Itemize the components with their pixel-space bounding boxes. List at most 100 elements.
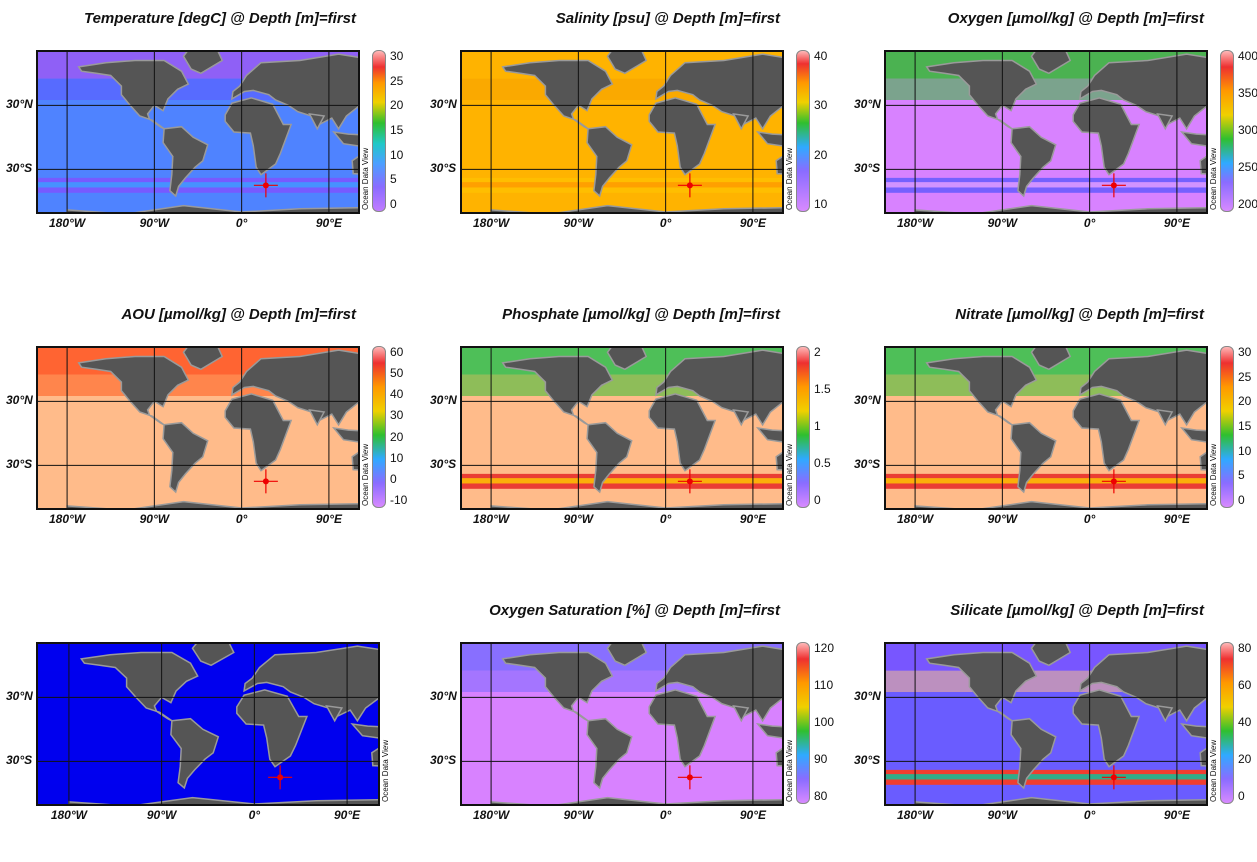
greenland-land [606, 52, 648, 75]
indonesia-land [1179, 130, 1206, 147]
indonesia-land [331, 130, 358, 147]
lon-label: 180°W [897, 808, 934, 822]
lon-label: 90°E [1163, 216, 1190, 230]
lon-label: 90°W [139, 216, 170, 230]
southern-front-band [38, 182, 358, 188]
station-marker [686, 774, 693, 781]
southern-front-band [462, 478, 782, 484]
lon-label: 0° [659, 808, 672, 822]
eurasia-land [230, 349, 358, 427]
india-land [1156, 408, 1174, 427]
colorbar [796, 346, 810, 508]
india-land [308, 112, 326, 131]
greenland-land [1030, 644, 1072, 667]
station-marker [277, 774, 284, 781]
lon-label: 180°W [473, 808, 510, 822]
lat-label: 30°S [854, 457, 881, 472]
colorbar-tick-label: 110 [814, 678, 834, 692]
lon-label: 0° [1083, 808, 1096, 822]
india-land [325, 704, 344, 723]
colorbar-tick-label: 20 [390, 98, 404, 113]
map-canvas [462, 644, 782, 804]
colorbar-tick-label: 50 [390, 366, 404, 381]
eurasia-land [1078, 645, 1206, 723]
colorbar [372, 50, 386, 212]
lat-label: 30°S [854, 161, 881, 176]
lon-label: 90°W [139, 512, 170, 526]
colorbar-tick-label: 5 [390, 172, 397, 187]
colorbar [796, 50, 810, 212]
south-america-land [586, 717, 633, 790]
lat-label: 30°N [6, 689, 33, 704]
south-america-land [162, 125, 209, 198]
greenland-land [606, 348, 648, 371]
eurasia-land [1078, 349, 1206, 427]
north-america-land [77, 355, 190, 426]
map-canvas [886, 644, 1206, 804]
lon-label: 90°W [987, 512, 1018, 526]
map-panel-unknown: 30°N 30°S 180°W 90°W 0° 90°E Ocean Data View [0, 602, 410, 862]
south-america-land [1010, 421, 1057, 494]
southern-front-band [462, 774, 782, 780]
colorbar-tick-label: 30 [814, 98, 828, 113]
eurasia-land [230, 53, 358, 131]
lon-label: 0° [659, 216, 672, 230]
colorbar-tick-label: 0 [390, 197, 397, 211]
lon-label: 90°E [739, 808, 766, 822]
indonesia-land [350, 722, 378, 739]
colorbar-tick-label: 80 [1238, 641, 1252, 655]
map-panel-oxygen-saturation: Oxygen Saturation [%] @ Depth [m]=first 3… [424, 602, 834, 862]
odv-watermark: Ocean Data View [361, 443, 370, 506]
indonesia-land [331, 426, 358, 443]
colorbar-tick-label: 250 [1238, 160, 1257, 174]
lat-label: 30°S [6, 457, 33, 472]
south-america-land [162, 421, 209, 494]
lat-label: 30°N [854, 689, 881, 704]
india-land [1156, 112, 1174, 131]
map-panel-silicate: Silicate [µmol/kg] @ Depth [m]=first 30°N… [848, 602, 1257, 862]
colorbar-tick-label: 40 [390, 387, 404, 402]
lat-label: 30°N [854, 97, 881, 112]
colorbar-tick-label: 20 [390, 429, 404, 444]
panel-title: Salinity [psu] @ Depth [m]=first [555, 10, 780, 27]
north-america-land [501, 651, 614, 722]
station-marker [262, 182, 269, 189]
colorbar-tick-label: 0.5 [814, 456, 831, 470]
colorbar-tick-label: 30 [390, 49, 404, 63]
southern-front-band [886, 182, 1206, 188]
south-america-land [170, 717, 220, 790]
map-frame [36, 50, 360, 214]
southern-front-band [38, 478, 358, 484]
colorbar-tick-label: 30 [1238, 345, 1252, 359]
panel-title: Temperature [degC] @ Depth [m]=first [83, 10, 356, 27]
panel-title: AOU [µmol/kg] @ Depth [m]=first [121, 306, 356, 323]
station-marker [686, 182, 693, 189]
map-canvas [38, 52, 358, 212]
panel-title: Oxygen [µmol/kg] @ Depth [m]=first [947, 10, 1204, 27]
station-marker [1110, 478, 1117, 485]
lon-label: 90°E [739, 216, 766, 230]
north-america-land [501, 59, 614, 130]
greenland-land [1030, 52, 1072, 75]
station-marker [1110, 182, 1117, 189]
map-panel-phosphate: Phosphate [µmol/kg] @ Depth [m]=first 30°… [424, 306, 834, 566]
colorbar-tick-label: 90 [814, 752, 828, 766]
indonesia-land [755, 130, 782, 147]
lon-label: 90°E [315, 512, 342, 526]
colorbar-tick-label: 350 [1238, 86, 1257, 100]
station-marker [1110, 774, 1117, 781]
southern-front-band [462, 182, 782, 188]
colorbar-tick-label: 300 [1238, 123, 1257, 137]
colorbar-tick-label: 30 [390, 408, 404, 423]
colorbar-tick-label: 0 [814, 493, 821, 507]
southern-front-band [886, 478, 1206, 484]
colorbar-tick-label: 60 [390, 345, 404, 359]
lon-label: 90°E [739, 512, 766, 526]
india-land [1156, 704, 1174, 723]
colorbar-tick-label: 200 [1238, 197, 1257, 211]
lon-label: 90°E [334, 808, 361, 822]
india-land [732, 112, 750, 131]
lat-label: 30°S [6, 161, 33, 176]
colorbar-tick-label: 80 [814, 789, 828, 803]
odv-watermark: Ocean Data View [785, 739, 794, 802]
